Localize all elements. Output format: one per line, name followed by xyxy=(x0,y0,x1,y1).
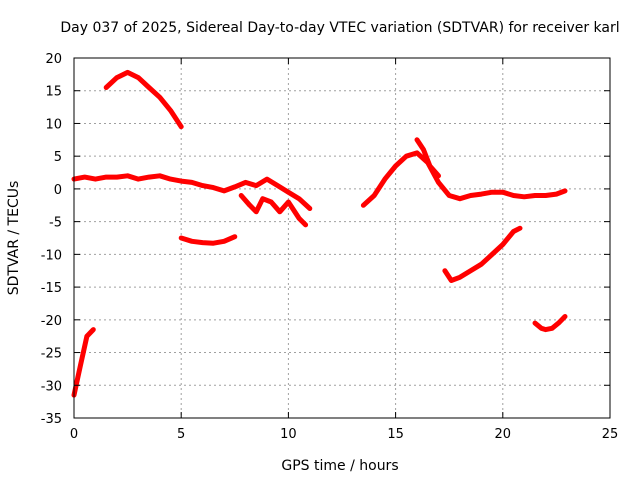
series-line-arc-3 xyxy=(71,173,313,211)
series-line-arc-9 xyxy=(532,314,568,333)
y-tick-label: 0 xyxy=(54,183,62,198)
tick-layer xyxy=(73,57,611,419)
grid-layer xyxy=(74,58,610,418)
series-line-arc-4 xyxy=(238,193,309,228)
series-line-arc-5 xyxy=(178,234,238,246)
y-tick-label: -5 xyxy=(49,216,62,231)
y-tick-label: -10 xyxy=(41,248,62,263)
y-tick-label: -35 xyxy=(41,412,62,427)
series-line-arc-2 xyxy=(103,69,184,130)
series-layer xyxy=(71,69,568,398)
x-tick-label: 0 xyxy=(70,427,78,442)
y-tick-label: -15 xyxy=(41,281,62,296)
plot-frame xyxy=(73,57,611,419)
x-axis-label: GPS time / hours xyxy=(281,458,398,474)
y-tick-label: -30 xyxy=(41,379,62,394)
y-axis-label: SDTVAR / TECUs xyxy=(6,181,22,296)
y-tick-label: 10 xyxy=(45,117,62,132)
y-tick-label: 15 xyxy=(45,85,62,100)
series-line-arc-1 xyxy=(71,327,96,398)
series-line-arc-7 xyxy=(414,137,441,179)
y-tick-label: 20 xyxy=(45,52,62,67)
x-tick-label: 15 xyxy=(387,427,404,442)
x-tick-label: 20 xyxy=(495,427,512,442)
x-tick-label: 10 xyxy=(280,427,297,442)
y-tick-label: -25 xyxy=(41,347,62,362)
tick-label-layer: 0 5 10 15 20 25 -35 -30 -25 -20 -15 -10 -5 0 5 10 15 20 xyxy=(41,52,619,442)
chart-title: Day 037 of 2025, Sidereal Day-to-day VTE… xyxy=(60,20,619,36)
x-tick-label: 25 xyxy=(602,427,619,442)
x-tick-label: 5 xyxy=(177,427,185,442)
series-line-arc-6 xyxy=(360,150,568,208)
series-line-arc-8 xyxy=(442,225,523,283)
y-tick-label: 5 xyxy=(54,150,62,165)
y-tick-label: -20 xyxy=(41,314,62,329)
